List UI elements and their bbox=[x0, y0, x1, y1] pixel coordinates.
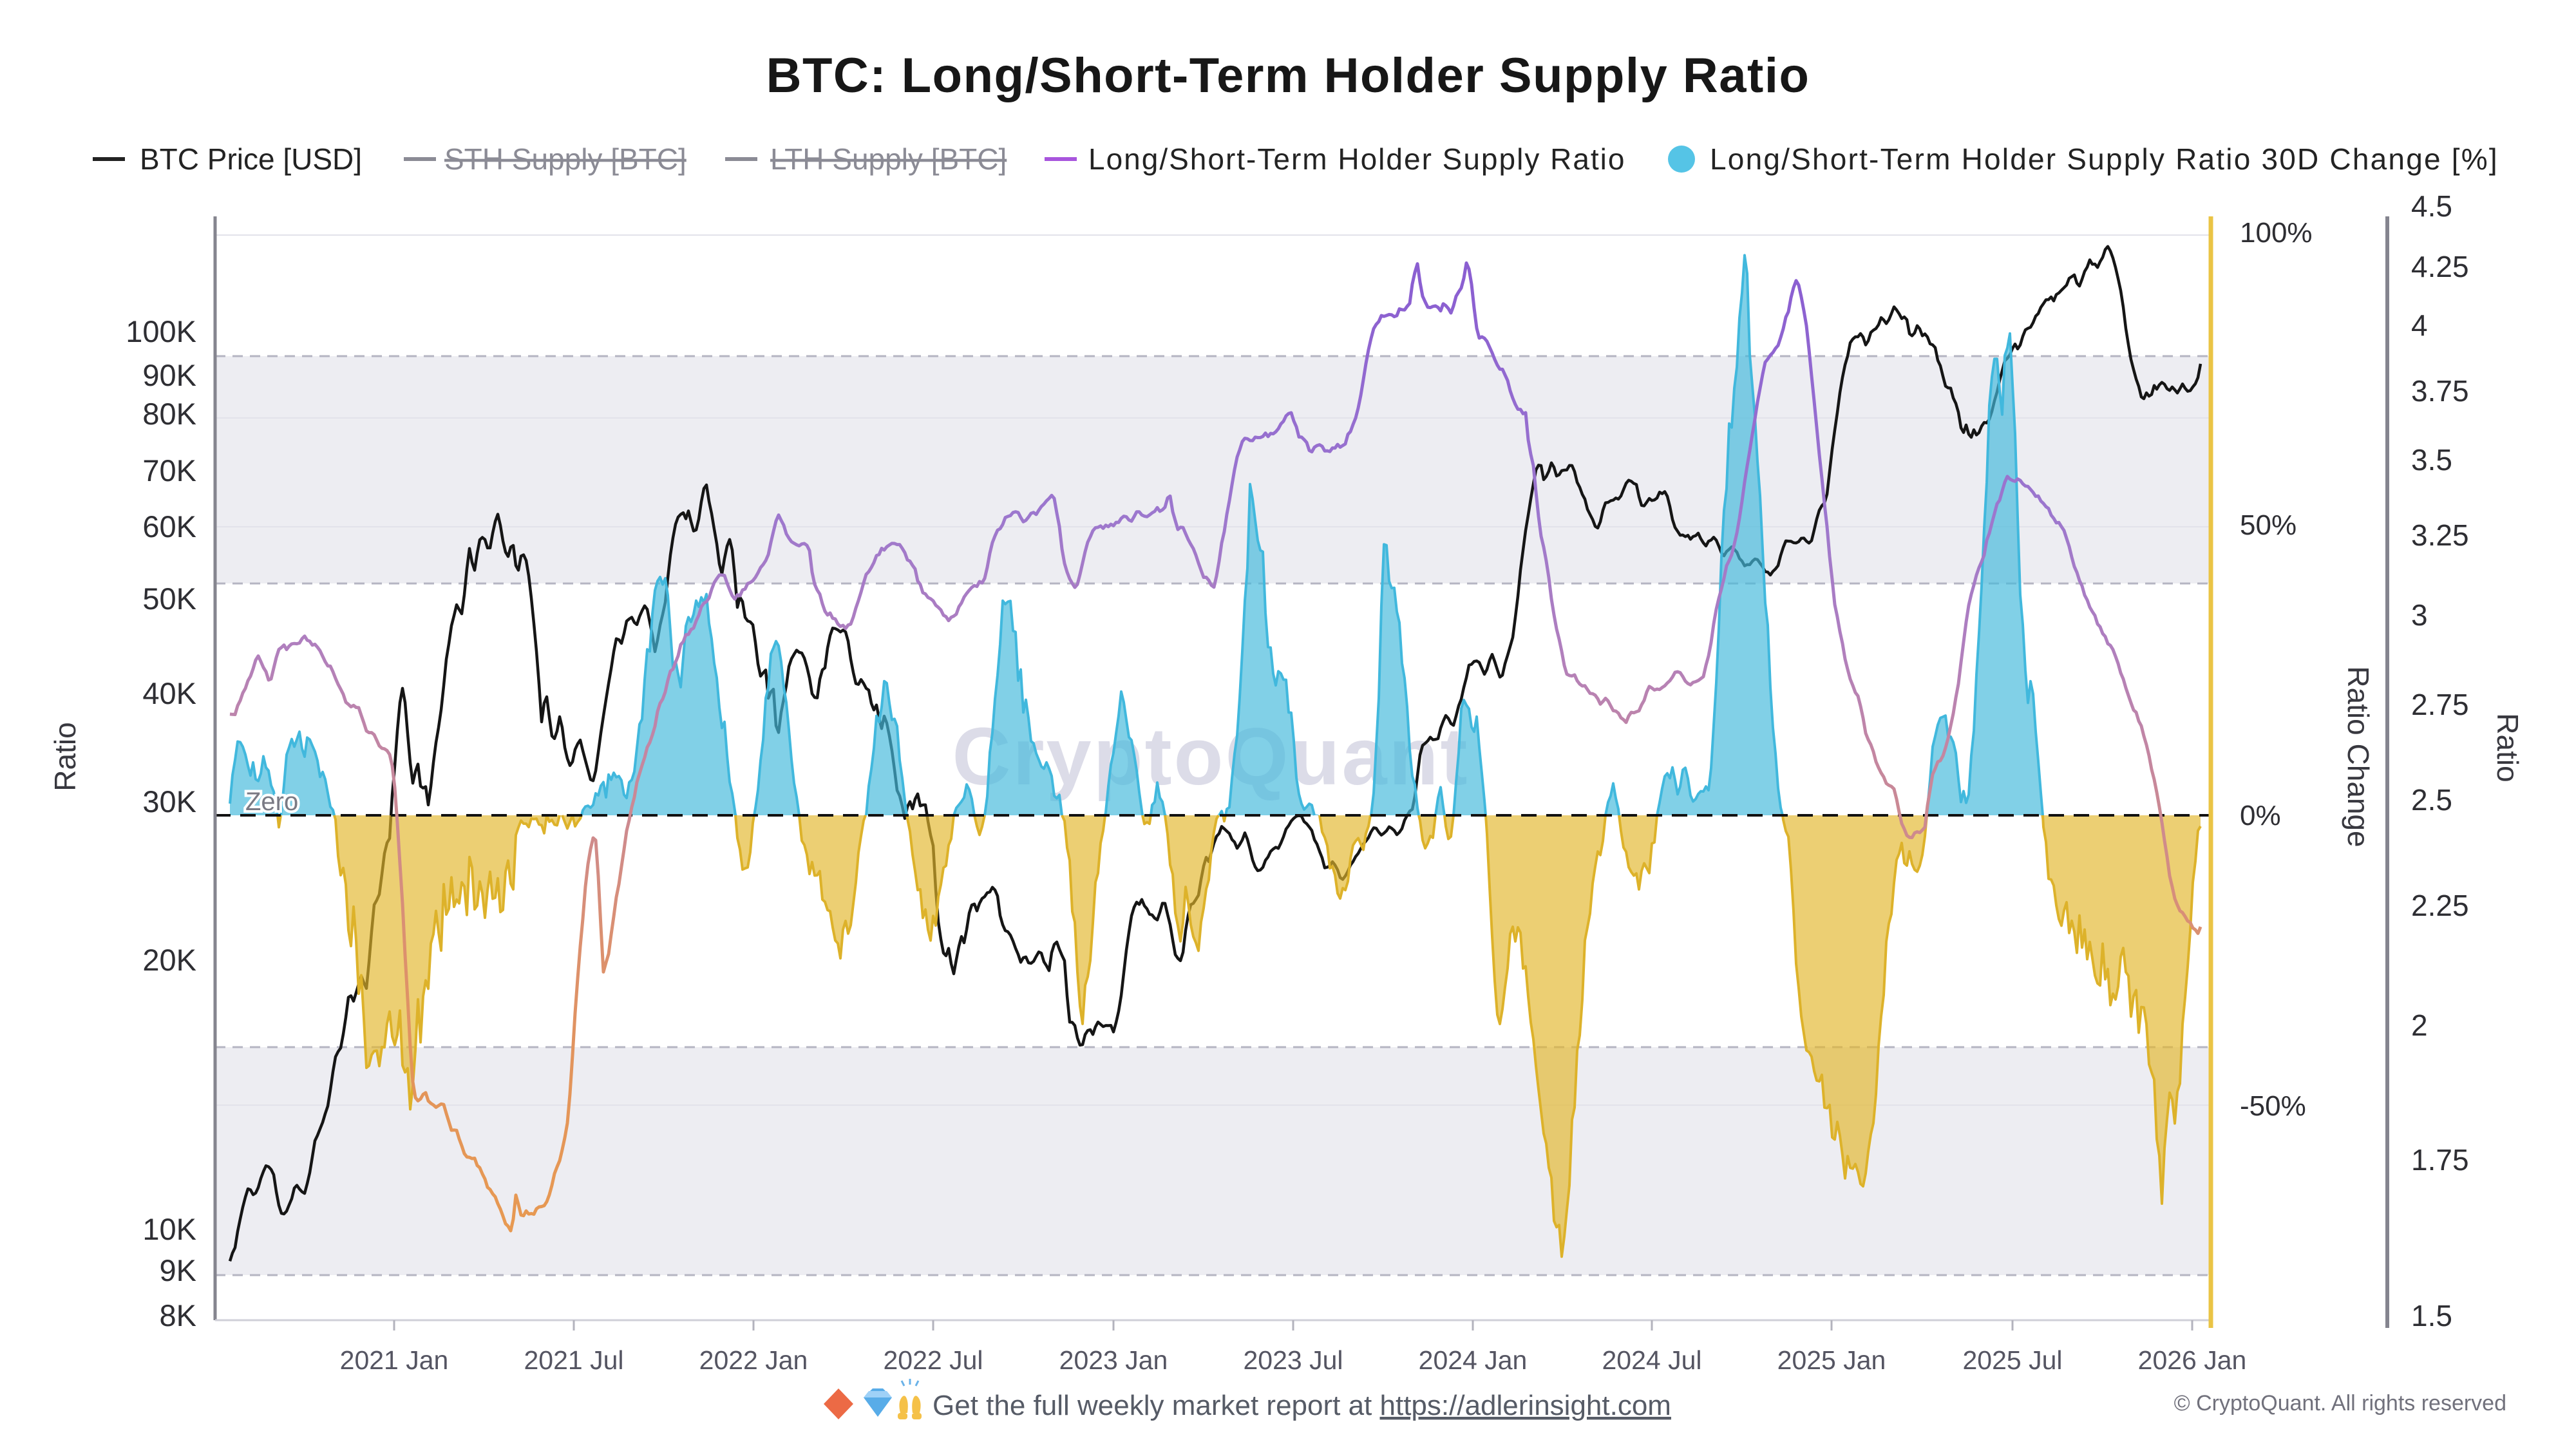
svg-text:Get the full weekly market rep: Get the full weekly market report at htt… bbox=[933, 1390, 1671, 1421]
svg-text:2023 Jan: 2023 Jan bbox=[1059, 1345, 1168, 1375]
svg-text:4.5: 4.5 bbox=[2411, 189, 2452, 223]
svg-text:2022 Jul: 2022 Jul bbox=[883, 1345, 983, 1375]
svg-text:3: 3 bbox=[2411, 598, 2428, 632]
svg-text:8K: 8K bbox=[160, 1298, 197, 1332]
svg-text:BTC: Long/Short-Term Holder Su: BTC: Long/Short-Term Holder Supply Ratio bbox=[766, 48, 1810, 103]
svg-text:Zero: Zero bbox=[245, 788, 298, 816]
svg-text:Ratio: Ratio bbox=[48, 722, 82, 791]
svg-text:4: 4 bbox=[2411, 308, 2428, 342]
svg-text:2023 Jul: 2023 Jul bbox=[1243, 1345, 1343, 1375]
svg-text:Long/Short-Term Holder Supply: Long/Short-Term Holder Supply Ratio bbox=[1088, 142, 1625, 176]
svg-text:BTC Price [USD]: BTC Price [USD] bbox=[140, 142, 362, 176]
svg-text:20K: 20K bbox=[142, 943, 196, 977]
svg-text:50%: 50% bbox=[2240, 509, 2297, 541]
svg-text:60K: 60K bbox=[142, 509, 196, 544]
svg-text:30K: 30K bbox=[142, 784, 196, 819]
svg-text:LTH Supply [BTC]: LTH Supply [BTC] bbox=[770, 142, 1007, 176]
svg-text:90K: 90K bbox=[142, 358, 196, 392]
svg-text:-50%: -50% bbox=[2240, 1090, 2306, 1122]
svg-text:Ratio Change: Ratio Change bbox=[2342, 666, 2375, 847]
svg-text:2026 Jan: 2026 Jan bbox=[2138, 1345, 2247, 1375]
svg-text:3.75: 3.75 bbox=[2411, 374, 2469, 408]
svg-text:STH Supply [BTC]: STH Supply [BTC] bbox=[444, 142, 687, 176]
svg-text:50K: 50K bbox=[142, 582, 196, 616]
svg-text:100%: 100% bbox=[2240, 217, 2313, 249]
svg-text:70K: 70K bbox=[142, 453, 196, 488]
svg-text:40K: 40K bbox=[142, 676, 196, 710]
svg-text:3.25: 3.25 bbox=[2411, 518, 2469, 552]
svg-text:2021 Jan: 2021 Jan bbox=[340, 1345, 449, 1375]
svg-text:0%: 0% bbox=[2240, 800, 2281, 831]
svg-text:2: 2 bbox=[2411, 1009, 2428, 1042]
svg-text:3.5: 3.5 bbox=[2411, 443, 2452, 477]
svg-text:1.5: 1.5 bbox=[2411, 1299, 2452, 1332]
svg-text:2.75: 2.75 bbox=[2411, 688, 2469, 721]
svg-text:4.25: 4.25 bbox=[2411, 250, 2469, 283]
svg-text:80K: 80K bbox=[142, 397, 196, 431]
svg-text:2025 Jan: 2025 Jan bbox=[1777, 1345, 1886, 1375]
svg-text:2024 Jan: 2024 Jan bbox=[1419, 1345, 1528, 1375]
svg-text:2021 Jul: 2021 Jul bbox=[524, 1345, 623, 1375]
svg-text:2.5: 2.5 bbox=[2411, 783, 2452, 817]
svg-text:100K: 100K bbox=[126, 314, 196, 348]
svg-text:2022 Jan: 2022 Jan bbox=[699, 1345, 808, 1375]
svg-text:Long/Short-Term Holder Supply: Long/Short-Term Holder Supply Ratio 30D … bbox=[1710, 142, 2499, 176]
svg-text:© CryptoQuant. All rights rese: © CryptoQuant. All rights reserved bbox=[2174, 1391, 2506, 1416]
svg-text:9K: 9K bbox=[160, 1253, 197, 1287]
svg-text:10K: 10K bbox=[142, 1212, 196, 1246]
svg-text:2025 Jul: 2025 Jul bbox=[1962, 1345, 2062, 1375]
svg-text:2024 Jul: 2024 Jul bbox=[1602, 1345, 1701, 1375]
svg-text:2.25: 2.25 bbox=[2411, 889, 2469, 922]
svg-text:Ratio: Ratio bbox=[2491, 713, 2524, 782]
svg-text:1.75: 1.75 bbox=[2411, 1143, 2469, 1177]
